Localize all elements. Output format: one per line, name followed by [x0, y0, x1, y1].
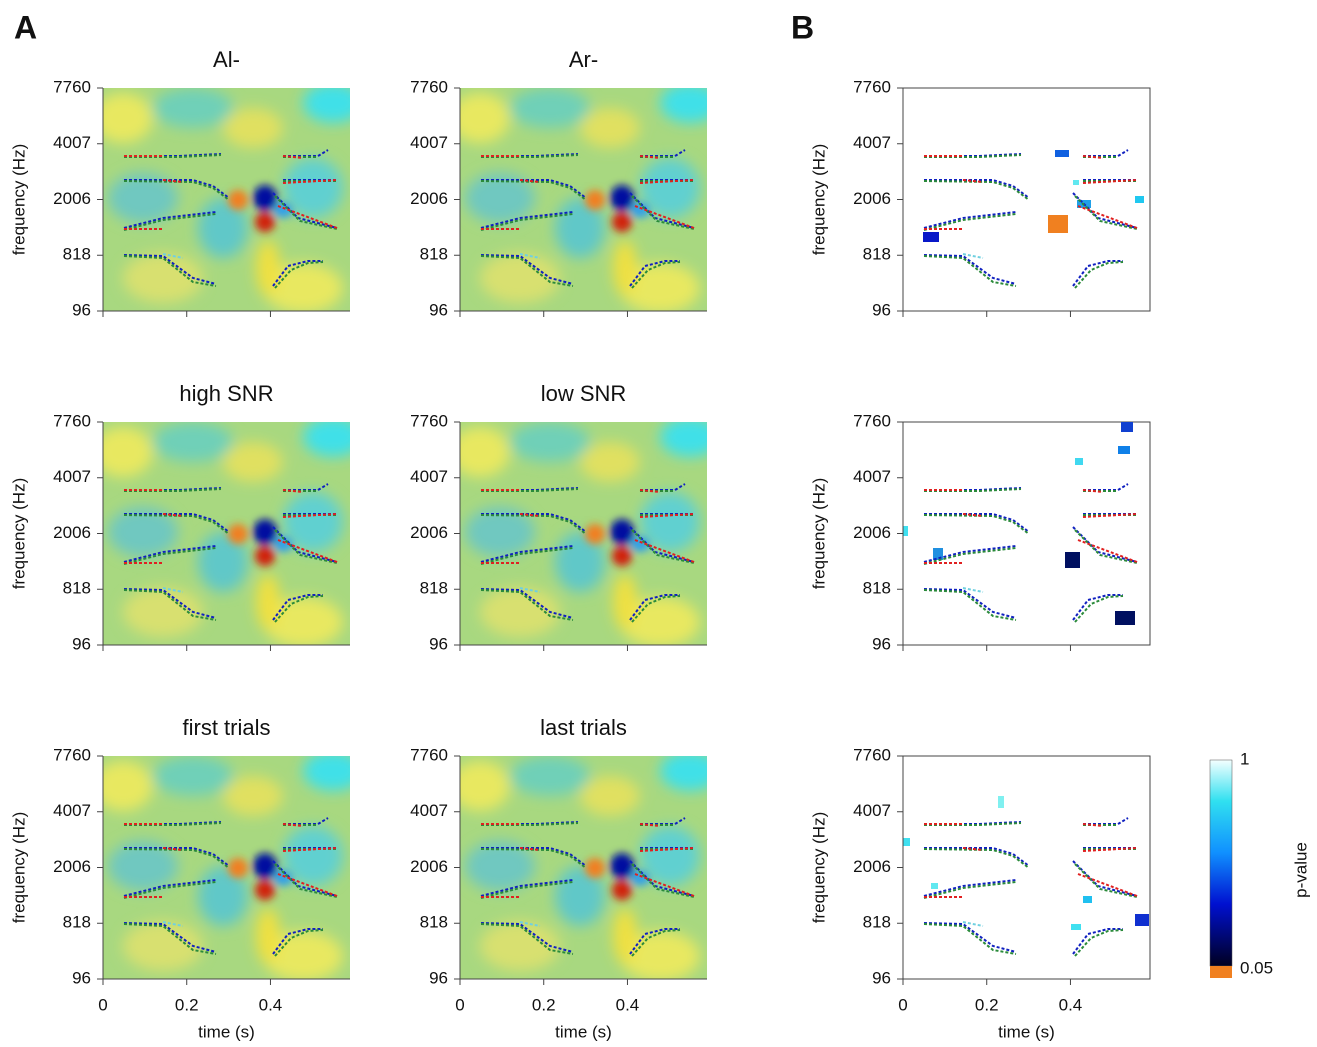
y-tick-label: 4007 — [53, 133, 91, 152]
y-tick-label: 4007 — [853, 133, 891, 152]
x-tick-label: 0.4 — [1059, 995, 1083, 1014]
y-tick-label: 2006 — [853, 857, 891, 876]
y-tick-label: 4007 — [410, 801, 448, 820]
panel: low SNR 96 818 2006 4007 7760 — [410, 381, 707, 653]
y-tick-label: 4007 — [853, 467, 891, 486]
y-tick-label: 96 — [72, 634, 91, 653]
y-tick-label: 818 — [63, 245, 91, 264]
panel: high SNR 96 818 2006 4007 7760 frequency (Hz) — [9, 381, 350, 653]
y-tick-label: 7760 — [410, 745, 448, 764]
y-tick-label: 7760 — [410, 77, 448, 96]
y-tick-label: 96 — [429, 300, 448, 319]
panel-title: high SNR — [179, 381, 273, 406]
y-tick-label: 4007 — [53, 801, 91, 820]
y-axis-label: frequency (Hz) — [809, 478, 828, 589]
y-tick-label: 4007 — [853, 801, 891, 820]
y-tick-label: 96 — [872, 968, 891, 987]
panel: 96 818 2006 4007 7760 0 0.2 0.4 frequency (Hz) ti… — [809, 745, 1151, 1041]
y-tick-label: 4007 — [410, 133, 448, 152]
x-tick-label: 0 — [455, 995, 464, 1014]
panel-letter: B — [791, 9, 814, 45]
y-axis-label: frequency (Hz) — [9, 812, 28, 923]
y-tick-label: 818 — [863, 913, 891, 932]
panel: last trials 96 818 2006 4007 7760 0 0.2 0.4time … — [410, 715, 707, 1041]
colorbar-tick: 0.05 — [1240, 958, 1273, 977]
y-tick-label: 7760 — [53, 411, 91, 430]
y-tick-label: 818 — [863, 245, 891, 264]
y-tick-label: 2006 — [410, 857, 448, 876]
panel-title: Al- — [213, 47, 240, 72]
y-tick-label: 7760 — [853, 77, 891, 96]
x-tick-label: 0 — [98, 995, 107, 1014]
panel-title: first trials — [183, 715, 271, 740]
colorbar-significant — [1210, 966, 1232, 978]
y-tick-label: 818 — [420, 245, 448, 264]
y-tick-label: 2006 — [53, 189, 91, 208]
x-tick-label: 0.2 — [175, 995, 199, 1014]
panel-title: Ar- — [569, 47, 598, 72]
y-axis-label: frequency (Hz) — [9, 478, 28, 589]
x-tick-label: 0.2 — [975, 995, 999, 1014]
panel: Al- 96 818 2006 4007 7760 frequency (Hz) — [9, 47, 350, 319]
plot-area — [902, 755, 1151, 980]
y-tick-label: 96 — [872, 634, 891, 653]
y-tick-label: 96 — [429, 968, 448, 987]
y-tick-label: 818 — [420, 913, 448, 932]
panel: 96 818 2006 4007 7760 frequency (Hz) — [809, 411, 1151, 653]
colorbar-label: p-value — [1291, 842, 1310, 898]
x-tick-label: 0 — [898, 995, 907, 1014]
y-tick-label: 4007 — [53, 467, 91, 486]
panel-title: last trials — [540, 715, 627, 740]
panel: 96 818 2006 4007 7760 frequency (Hz) — [809, 77, 1151, 319]
x-tick-label: 0.4 — [259, 995, 283, 1014]
panel: first trials 96 818 2006 4007 7760 0 0.2 0.4 freq… — [9, 715, 350, 1041]
y-axis-label: frequency (Hz) — [9, 144, 28, 255]
y-tick-label: 96 — [429, 634, 448, 653]
x-axis-label: time (s) — [555, 1022, 612, 1041]
y-tick-label: 818 — [863, 579, 891, 598]
y-tick-label: 2006 — [410, 189, 448, 208]
y-tick-label: 96 — [72, 968, 91, 987]
plot-area — [902, 421, 1151, 646]
y-tick-label: 2006 — [53, 523, 91, 542]
y-tick-label: 2006 — [410, 523, 448, 542]
y-tick-label: 96 — [872, 300, 891, 319]
colorbar-tick: 1 — [1240, 749, 1249, 768]
colorbar-scale — [1209, 759, 1233, 967]
x-axis-label: time (s) — [198, 1022, 255, 1041]
y-tick-label: 818 — [63, 579, 91, 598]
y-tick-label: 2006 — [853, 523, 891, 542]
panel-letter: A — [14, 9, 37, 45]
plot-area — [902, 87, 1151, 312]
y-axis-label: frequency (Hz) — [809, 812, 828, 923]
panel: Ar- 96 818 2006 4007 7760 — [410, 47, 707, 319]
panel-title: low SNR — [541, 381, 627, 406]
y-tick-label: 7760 — [410, 411, 448, 430]
y-tick-label: 7760 — [53, 745, 91, 764]
y-tick-label: 96 — [72, 300, 91, 319]
y-tick-label: 818 — [420, 579, 448, 598]
y-tick-label: 2006 — [53, 857, 91, 876]
y-tick-label: 7760 — [853, 745, 891, 764]
x-axis-label: time (s) — [998, 1022, 1055, 1041]
y-tick-label: 818 — [63, 913, 91, 932]
y-tick-label: 7760 — [853, 411, 891, 430]
colorbar: 1 0.05 p-value — [1209, 749, 1310, 978]
y-tick-label: 4007 — [410, 467, 448, 486]
y-axis-label: frequency (Hz) — [809, 144, 828, 255]
x-tick-label: 0.2 — [532, 995, 556, 1014]
y-tick-label: 7760 — [53, 77, 91, 96]
y-tick-label: 2006 — [853, 189, 891, 208]
x-tick-label: 0.4 — [616, 995, 640, 1014]
